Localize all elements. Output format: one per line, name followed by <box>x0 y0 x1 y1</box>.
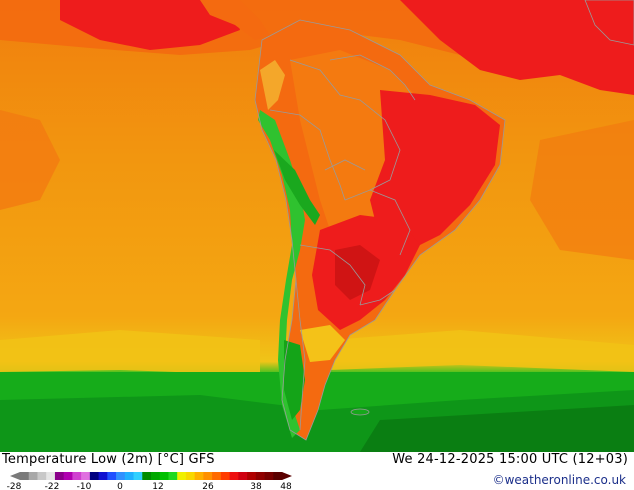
legend-swatch <box>238 472 248 480</box>
country-borders <box>254 19 506 441</box>
legend-swatch <box>142 472 152 480</box>
bottom-bar: Temperature Low (2m) [°C] GFS We 24-12-2… <box>0 452 634 490</box>
legend-swatch <box>133 472 143 480</box>
legend-swatch <box>229 472 239 480</box>
legend-arrow-low <box>10 472 20 480</box>
legend-swatch <box>168 472 178 480</box>
legend-arrow-high <box>282 472 292 480</box>
legend-tick-label: 38 <box>250 482 262 490</box>
credit-link[interactable]: ©weatheronline.co.uk <box>492 473 626 487</box>
legend-tick-label: -28 <box>7 482 22 490</box>
color-legend: -28 -22 -10 0 12 26 38 48 <box>7 472 292 490</box>
legend-tick-label: -10 <box>77 482 92 490</box>
legend-swatch <box>37 472 47 480</box>
ocean-temperature-zones <box>0 0 634 452</box>
legend-swatch <box>116 472 126 480</box>
legend-swatch <box>54 472 65 480</box>
temperature-map <box>0 0 634 452</box>
legend-swatch <box>20 472 30 480</box>
legend-swatch <box>46 472 56 480</box>
legend-swatch <box>72 472 82 480</box>
map-title: Temperature Low (2m) [°C] GFS <box>2 452 215 467</box>
south-america-landmass <box>255 20 505 440</box>
legend-swatch <box>247 472 257 480</box>
legend-swatch <box>124 472 134 480</box>
legend-swatch <box>255 472 265 480</box>
legend-tick-label: 26 <box>202 482 214 490</box>
legend-swatch <box>194 472 204 480</box>
legend-swatch <box>151 472 161 480</box>
legend-swatch <box>98 472 108 480</box>
valid-datetime: We 24-12-2025 15:00 UTC (12+03) <box>392 452 628 467</box>
legend-swatch <box>63 472 73 480</box>
legend-tick-label: 12 <box>152 482 163 490</box>
legend-swatch <box>185 472 196 480</box>
legend-swatch <box>220 472 230 480</box>
legend-tick-label: 48 <box>280 482 292 490</box>
legend-swatch <box>107 472 117 480</box>
legend-swatch <box>273 472 283 480</box>
legend-swatch <box>212 472 222 480</box>
legend-swatch <box>81 472 91 480</box>
falkland-islands <box>350 408 370 416</box>
central-america-landmass <box>200 0 634 46</box>
legend-tick-label: 0 <box>117 482 123 490</box>
legend-swatch <box>264 472 274 480</box>
legend-tick-label: -22 <box>45 482 60 490</box>
legend-swatch <box>177 472 187 480</box>
legend-swatch <box>203 472 213 480</box>
legend-swatch <box>28 472 38 480</box>
legend-swatch <box>89 472 99 480</box>
legend-swatch <box>159 472 169 480</box>
